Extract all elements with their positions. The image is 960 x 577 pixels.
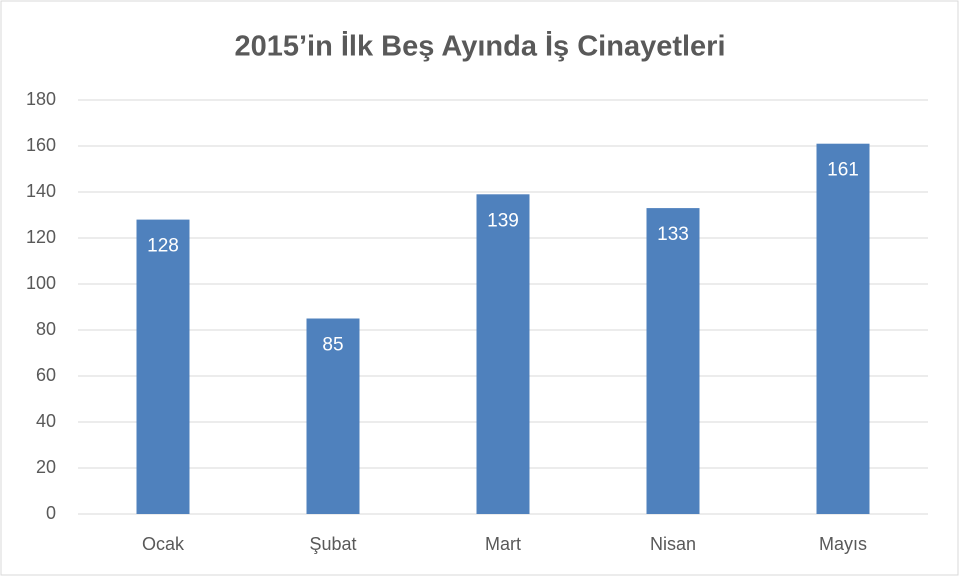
y-tick-label: 120 <box>26 227 56 247</box>
bar <box>136 219 190 514</box>
x-tick-label: Mayıs <box>819 534 867 554</box>
bar <box>476 194 530 515</box>
y-tick-label: 160 <box>26 135 56 155</box>
y-tick-label: 100 <box>26 273 56 293</box>
y-tick-label: 40 <box>36 411 56 431</box>
data-label: 161 <box>827 160 859 181</box>
chart-title: 2015’in İlk Beş Ayında İş Cinayetleri <box>234 31 725 63</box>
x-tick-label: Ocak <box>142 534 185 554</box>
data-label: 128 <box>147 236 179 257</box>
y-tick-label: 60 <box>36 365 56 385</box>
x-tick-label: Şubat <box>309 534 356 554</box>
data-label: 85 <box>322 335 343 356</box>
x-tick-label: Mart <box>485 534 521 554</box>
bar <box>306 318 360 514</box>
y-tick-label: 0 <box>46 503 56 523</box>
y-tick-label: 80 <box>36 319 56 339</box>
bar <box>816 143 870 514</box>
y-tick-label: 180 <box>26 89 56 109</box>
y-tick-label: 140 <box>26 181 56 201</box>
data-label: 139 <box>487 210 519 231</box>
y-tick-label: 20 <box>36 457 56 477</box>
x-tick-label: Nisan <box>650 534 696 554</box>
data-label: 133 <box>657 224 689 245</box>
bar <box>646 208 700 514</box>
